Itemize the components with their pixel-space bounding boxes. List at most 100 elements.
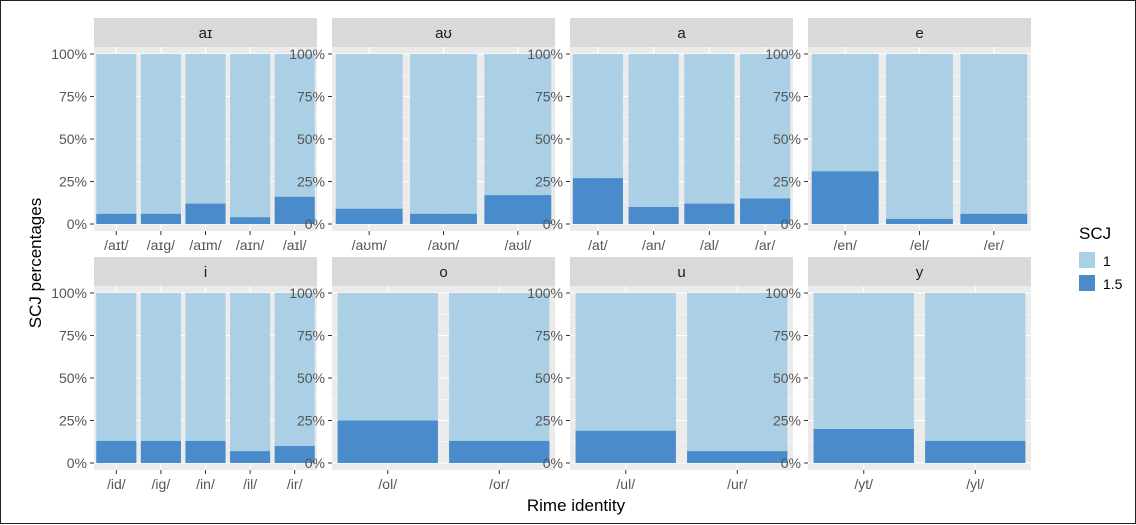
- legend-label-scj-1-5: 1.5: [1103, 276, 1123, 292]
- x-tick-label: /aɪg/: [147, 237, 175, 253]
- y-tick-label: 25%: [297, 413, 325, 429]
- y-tick-label: 0%: [543, 216, 563, 232]
- facet-strip: [332, 257, 555, 286]
- x-tick-label: /aʊl/: [505, 237, 532, 253]
- legend-key-scj-1-5: [1079, 275, 1095, 291]
- y-tick-label: 0%: [781, 216, 801, 232]
- bar-segment-scj-1: [410, 54, 477, 214]
- bar-segment-scj-1: [140, 54, 181, 214]
- bar-segment-scj-1: [185, 293, 226, 441]
- x-tick-label: /aɪm/: [189, 237, 221, 253]
- facet-title: i: [204, 264, 207, 281]
- facet-title: a: [677, 25, 686, 42]
- y-tick-label: 100%: [51, 285, 87, 301]
- panels-layer: aɪ/aɪt/ /aɪg/ /aɪm/ /aɪn/ /aɪl/0% 25% 50% 75% 10…: [51, 18, 1031, 492]
- bar-segment-scj-1-5: [96, 440, 137, 463]
- y-tick-label: 0%: [543, 455, 563, 471]
- bar-segment-scj-1: [185, 54, 226, 204]
- bar-segment-scj-1: [813, 293, 914, 429]
- facet-strip: [94, 18, 317, 47]
- bar-segment-scj-1: [886, 54, 953, 219]
- bar-segment-scj-1-5: [274, 446, 315, 463]
- bar-segment-scj-1: [96, 54, 137, 214]
- x-tick-label: /id/: [107, 476, 126, 492]
- panel-4: e/en/ /el/ /er/0% 25% 50% 75% 100%: [765, 18, 1031, 253]
- y-tick-label: 25%: [297, 174, 325, 190]
- x-tick-label: /or/: [489, 476, 509, 492]
- bar-segment-scj-1-5: [811, 171, 879, 224]
- y-tick-label: 75%: [535, 328, 563, 344]
- facet-title: e: [915, 25, 923, 42]
- y-tick-label: 0%: [67, 216, 87, 232]
- y-tick-label: 100%: [527, 285, 563, 301]
- x-tick-label: /aɪl/: [283, 237, 307, 253]
- y-tick-label: 100%: [765, 285, 801, 301]
- bar-segment-scj-1: [274, 293, 315, 446]
- bar-segment-scj-1-5: [813, 429, 914, 463]
- y-tick-label: 50%: [773, 131, 801, 147]
- bar-segment-scj-1: [274, 54, 315, 197]
- facet-title: u: [677, 264, 685, 281]
- y-tick-label: 75%: [297, 89, 325, 105]
- y-tick-label: 25%: [773, 413, 801, 429]
- bar-segment-scj-1: [811, 54, 879, 172]
- bar-segment-scj-1: [449, 293, 550, 441]
- x-tick-label: /ir/: [287, 476, 303, 492]
- bar-segment-scj-1-5: [628, 207, 679, 224]
- x-tick-label: /aɪn/: [236, 237, 264, 253]
- x-axis-title: Rime identity: [527, 496, 626, 515]
- facet-title: aʊ: [435, 25, 452, 42]
- x-tick-label: /ig/: [152, 476, 171, 492]
- bar-segment-scj-1-5: [274, 196, 315, 224]
- x-tick-label: /in/: [196, 476, 215, 492]
- x-tick-label: /an/: [642, 237, 665, 253]
- bar-segment-scj-1-5: [575, 430, 676, 463]
- y-tick-label: 50%: [297, 131, 325, 147]
- legend-key-scj-1: [1079, 252, 1095, 268]
- x-tick-label: /il/: [243, 476, 257, 492]
- bar-segment-scj-1: [740, 54, 791, 199]
- y-tick-label: 75%: [535, 89, 563, 105]
- bar-segment-scj-1-5: [96, 213, 137, 224]
- x-tick-label: /aʊm/: [352, 237, 387, 253]
- bar-segment-scj-1: [687, 293, 788, 452]
- y-tick-label: 25%: [59, 174, 87, 190]
- bar-segment-scj-1: [230, 54, 271, 218]
- y-tick-label: 75%: [773, 89, 801, 105]
- bar-segment-scj-1-5: [185, 440, 226, 463]
- y-tick-label: 100%: [527, 46, 563, 62]
- y-tick-label: 50%: [59, 370, 87, 386]
- bar-segment-scj-1-5: [449, 440, 550, 463]
- panel-1: aɪ/aɪt/ /aɪg/ /aɪm/ /aɪn/ /aɪl/0% 25% 50% 75% 10…: [51, 18, 317, 253]
- bar-segment-scj-1-5: [230, 451, 271, 463]
- panel-8: y/yt/ /yl/0% 25% 50% 75% 100%: [765, 257, 1031, 492]
- y-tick-label: 25%: [535, 413, 563, 429]
- bar-segment-scj-1-5: [484, 195, 552, 224]
- x-tick-label: /at/: [588, 237, 608, 253]
- panel-2: aʊ/aʊm/ /aʊn/ /aʊl/0% 25% 50% 75% 100%: [289, 18, 555, 253]
- y-tick-label: 25%: [773, 174, 801, 190]
- facet-strip: [808, 18, 1031, 47]
- bar-segment-scj-1-5: [185, 203, 226, 224]
- facet-strip: [570, 257, 793, 286]
- y-tick-label: 50%: [59, 131, 87, 147]
- facet-title: y: [916, 264, 924, 281]
- facet-title: o: [439, 264, 447, 281]
- y-tick-label: 50%: [535, 131, 563, 147]
- x-tick-label: /yl/: [966, 476, 984, 492]
- bar-segment-scj-1: [140, 293, 181, 441]
- bar-segment-scj-1-5: [886, 218, 953, 224]
- bar-segment-scj-1-5: [925, 440, 1026, 463]
- x-tick-label: /ul/: [616, 476, 635, 492]
- bar-segment-scj-1-5: [335, 208, 403, 224]
- y-tick-label: 0%: [305, 216, 325, 232]
- facet-strip: [570, 18, 793, 47]
- legend-title: SCJ: [1079, 224, 1111, 243]
- y-tick-label: 50%: [535, 370, 563, 386]
- legend: SCJ 1 1.5: [1079, 224, 1123, 292]
- bar-segment-scj-1: [960, 54, 1028, 214]
- y-tick-label: 0%: [67, 455, 87, 471]
- bar-segment-scj-1-5: [687, 451, 788, 463]
